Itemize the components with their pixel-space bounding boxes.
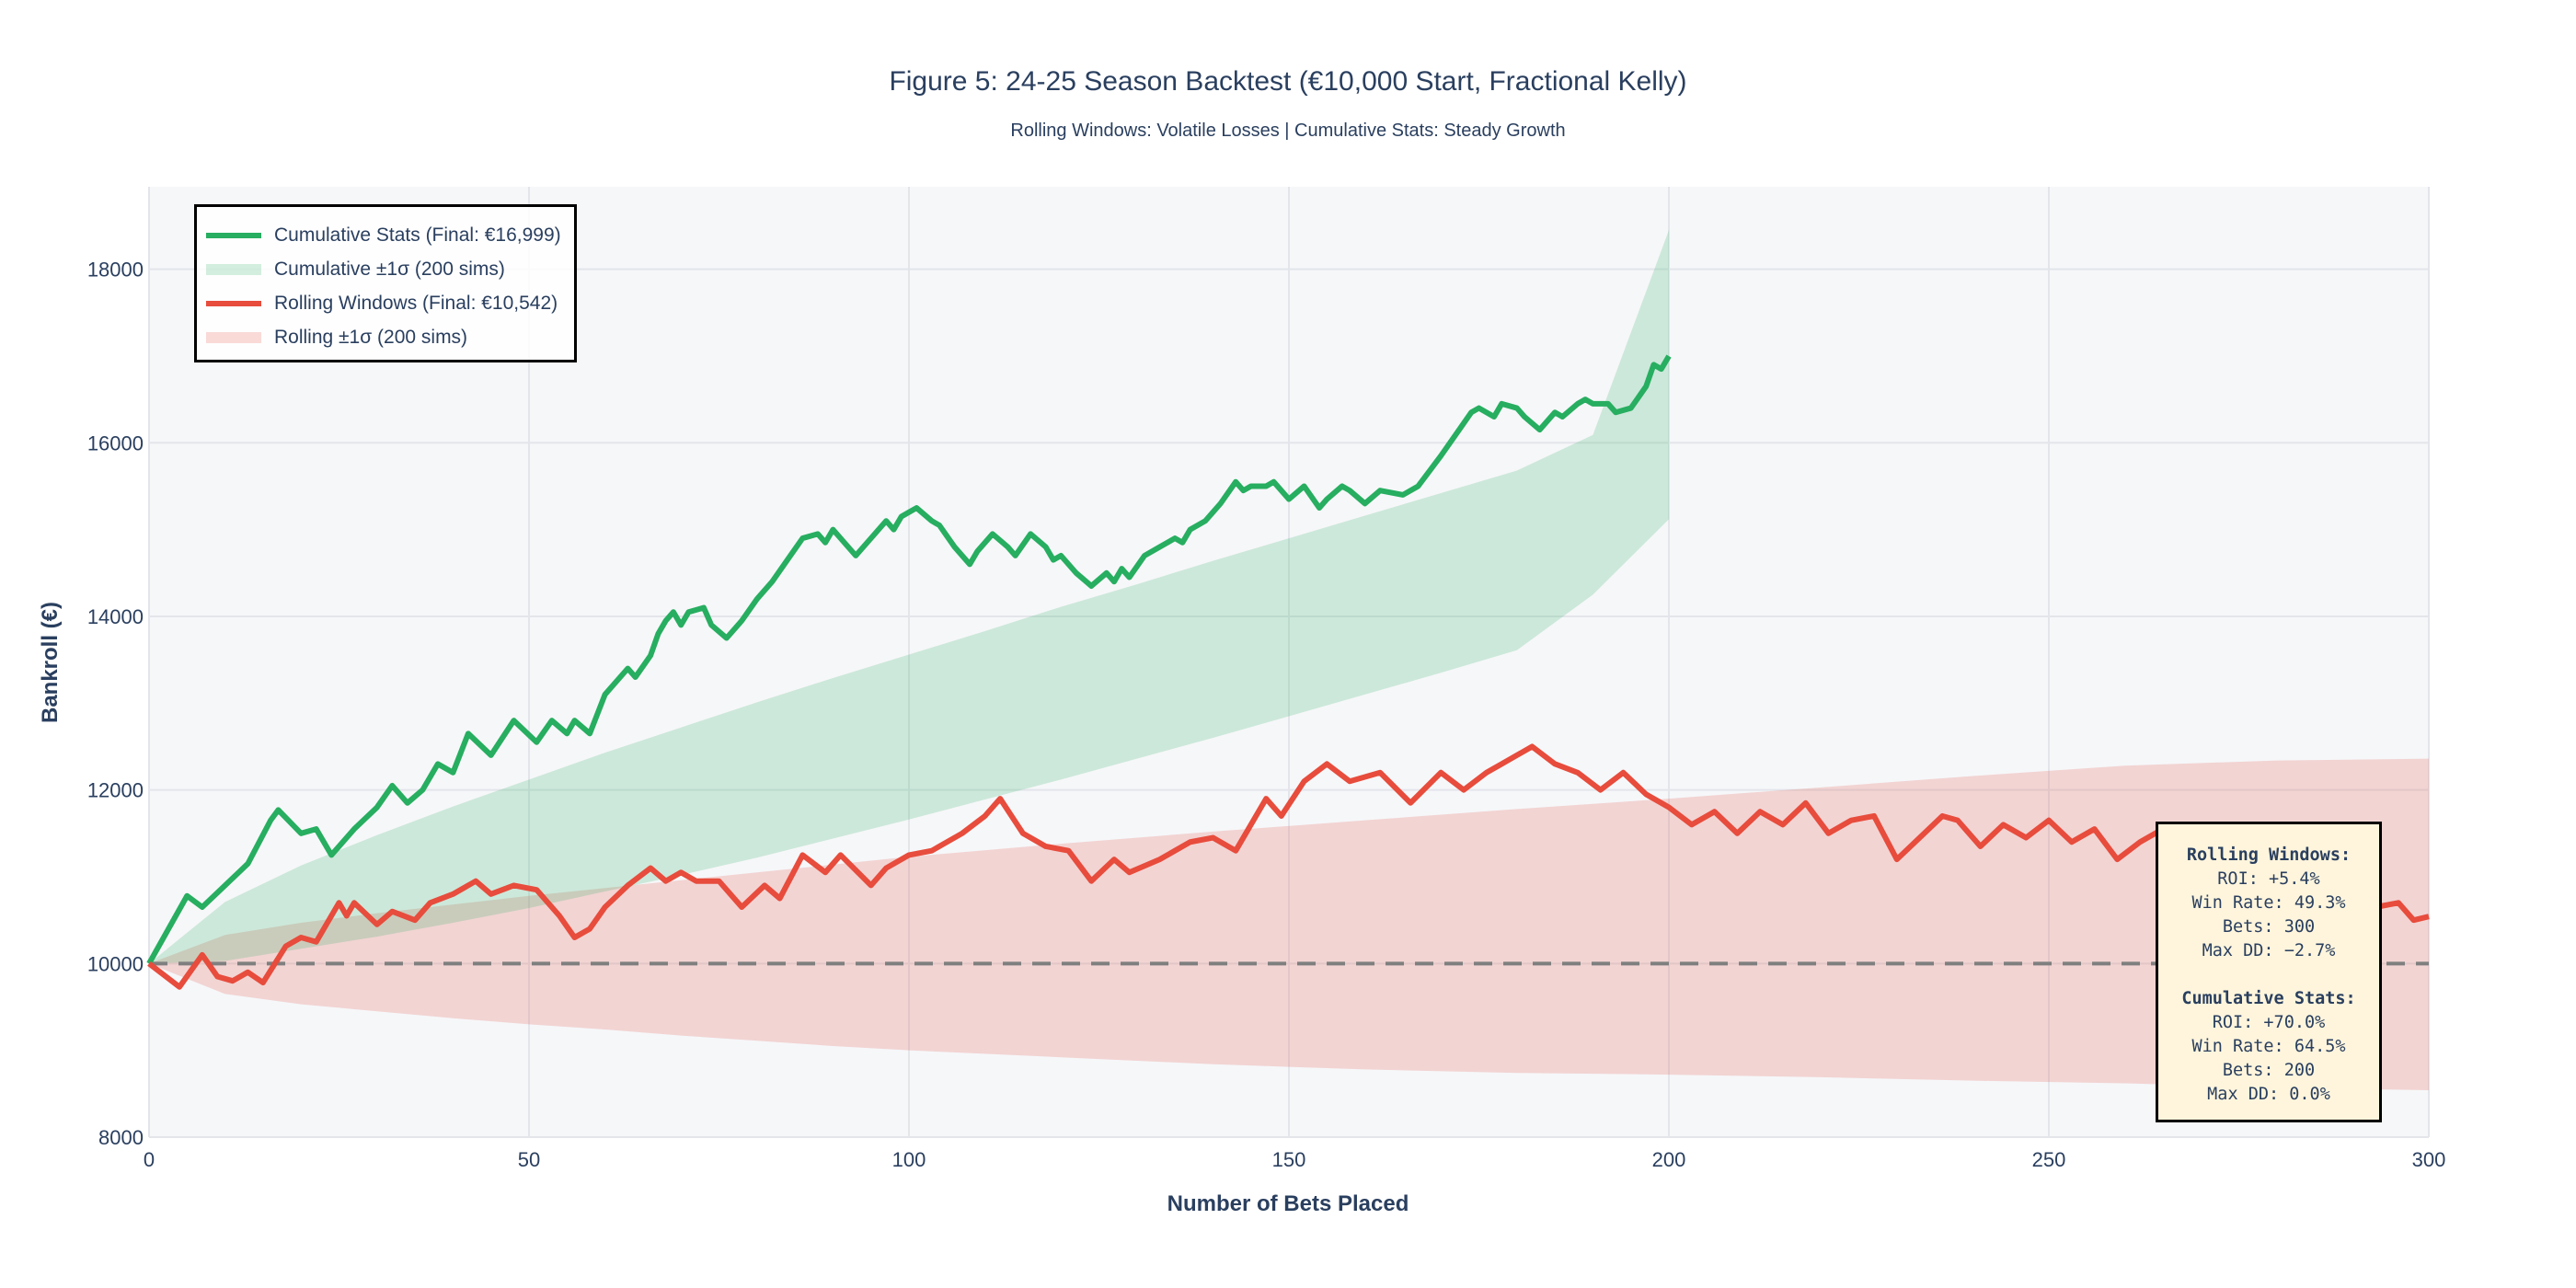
legend: Cumulative Stats (Final: €16,999) Cumula… — [194, 204, 577, 362]
legend-item-cumulative-band[interactable]: Cumulative ±1σ (200 sims) — [206, 252, 574, 286]
annotation-line: Win Rate: 49.3% — [2191, 893, 2346, 913]
legend-item-rolling-band[interactable]: Rolling ±1σ (200 sims) — [206, 320, 574, 354]
annotation-line: ROI: +5.4% — [2217, 869, 2320, 889]
legend-swatch-cumulative-band — [206, 263, 261, 275]
legend-label: Rolling Windows (Final: €10,542) — [274, 292, 558, 314]
stats-annotation: Rolling Windows: ROI: +5.4% Win Rate: 49… — [2156, 822, 2382, 1122]
x-tick-label: 300 — [2412, 1148, 2446, 1171]
x-tick-label: 250 — [2032, 1148, 2066, 1171]
annotation-line: Max DD: −2.7% — [2202, 941, 2336, 960]
annotation-cumulative-header: Cumulative Stats: — [2181, 989, 2356, 1008]
cumulative-stats-line — [146, 354, 1672, 965]
legend-swatch-rolling-band — [206, 331, 261, 343]
annotation-line: Bets: 300 — [2222, 917, 2316, 937]
cumulative-sigma-band — [149, 230, 1669, 964]
y-tick-label: 8000 — [98, 1126, 144, 1149]
annotation-line: Win Rate: 64.5% — [2191, 1037, 2346, 1056]
x-tick-label: 150 — [1272, 1148, 1306, 1171]
legend-swatch-rolling — [206, 300, 261, 306]
legend-label: Cumulative Stats (Final: €16,999) — [274, 224, 561, 246]
gridlines — [148, 187, 2430, 1138]
annotation-rolling-header: Rolling Windows: — [2186, 845, 2352, 865]
legend-item-rolling[interactable]: Rolling Windows (Final: €10,542) — [206, 286, 574, 320]
legend-swatch-cumulative — [206, 232, 261, 238]
y-tick-label: 18000 — [87, 259, 144, 282]
annotation-line: Max DD: 0.0% — [2207, 1085, 2330, 1104]
annotation-line: Bets: 200 — [2222, 1061, 2316, 1080]
y-tick-label: 10000 — [87, 952, 144, 975]
annotation-line: ROI: +70.0% — [2212, 1013, 2326, 1032]
y-tick-label: 14000 — [87, 605, 144, 628]
x-tick-label: 0 — [144, 1148, 155, 1171]
x-tick-label: 200 — [1652, 1148, 1686, 1171]
chart-title: Figure 5: 24-25 Season Backtest (€10,000… — [889, 66, 1686, 97]
rolling-windows-line — [147, 743, 2430, 990]
chart-subtitle: Rolling Windows: Volatile Losses | Cumul… — [1010, 121, 1565, 141]
legend-label: Cumulative ±1σ (200 sims) — [274, 258, 505, 280]
y-tick-label: 16000 — [87, 431, 144, 454]
tick-labels: 0 50 100 150 200 250 300 8000 10000 12000 14000 160… — [87, 259, 2446, 1171]
y-axis-title: Bankroll (€) — [38, 602, 63, 723]
x-axis-title: Number of Bets Placed — [1167, 1191, 1409, 1216]
series-lines — [146, 354, 2430, 990]
rolling-sigma-band — [149, 758, 2429, 1091]
y-tick-label: 12000 — [87, 779, 144, 802]
x-tick-label: 100 — [892, 1148, 926, 1171]
legend-item-cumulative[interactable]: Cumulative Stats (Final: €16,999) — [206, 218, 574, 252]
bands — [149, 230, 2429, 1091]
legend-label: Rolling ±1σ (200 sims) — [274, 326, 468, 348]
x-tick-label: 50 — [518, 1148, 540, 1171]
